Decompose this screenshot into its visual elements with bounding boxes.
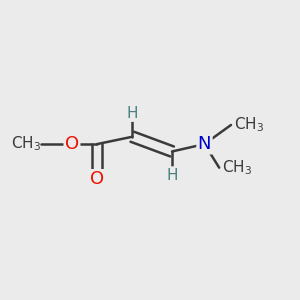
- Text: CH$_3$: CH$_3$: [222, 158, 252, 177]
- Text: O: O: [65, 135, 79, 153]
- Text: O: O: [90, 170, 104, 188]
- Text: H: H: [166, 167, 178, 182]
- Text: CH$_3$: CH$_3$: [234, 116, 264, 134]
- Text: N: N: [198, 135, 211, 153]
- Text: H: H: [127, 106, 138, 121]
- Text: CH$_3$: CH$_3$: [11, 135, 41, 154]
